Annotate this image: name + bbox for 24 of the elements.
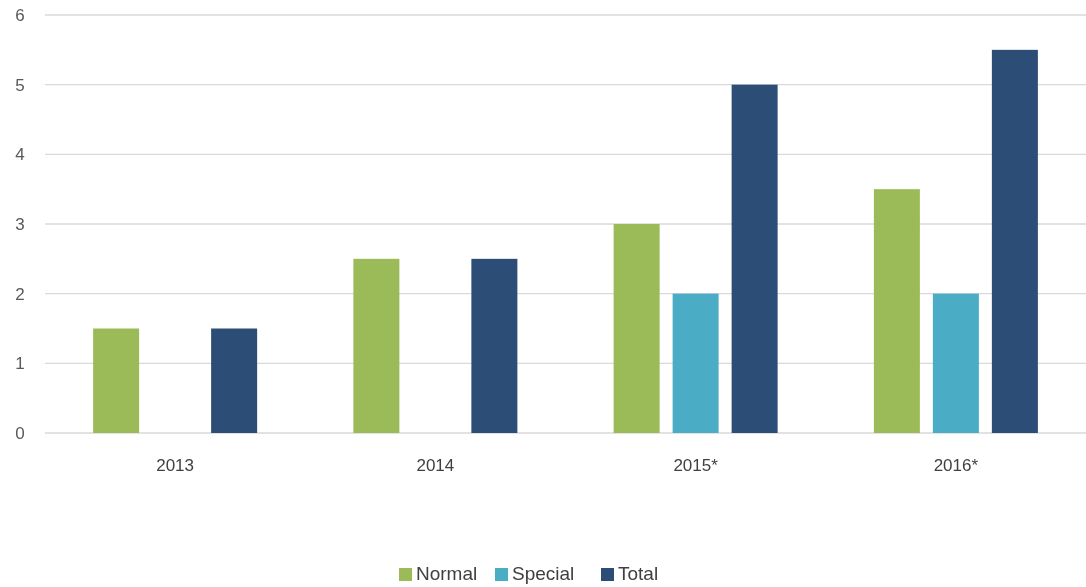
- legend-label: Normal: [416, 563, 478, 584]
- bar: [731, 84, 778, 433]
- y-tick-label: 1: [15, 354, 25, 374]
- x-tick-label: 2016*: [933, 456, 979, 475]
- y-tick-label: 2: [15, 284, 25, 304]
- bar: [613, 224, 660, 433]
- x-tick-label: 2015*: [673, 456, 719, 475]
- bar: [873, 189, 920, 433]
- legend-label: Special: [512, 563, 575, 584]
- bar: [991, 49, 1038, 433]
- bar: [353, 258, 400, 433]
- bar: [471, 258, 518, 433]
- y-tick-label: 3: [15, 214, 25, 234]
- bar: [93, 328, 140, 433]
- x-tick-label: 2013: [156, 456, 195, 475]
- bar: [932, 293, 979, 433]
- x-tick-label: 2014: [416, 456, 455, 475]
- y-tick-label: 6: [15, 5, 25, 25]
- y-tick-label: 0: [15, 423, 25, 443]
- y-tick-label: 5: [15, 75, 25, 95]
- bar: [672, 293, 719, 433]
- legend-label: Total: [618, 563, 659, 584]
- bar: [211, 328, 258, 433]
- y-tick-label: 4: [15, 145, 25, 165]
